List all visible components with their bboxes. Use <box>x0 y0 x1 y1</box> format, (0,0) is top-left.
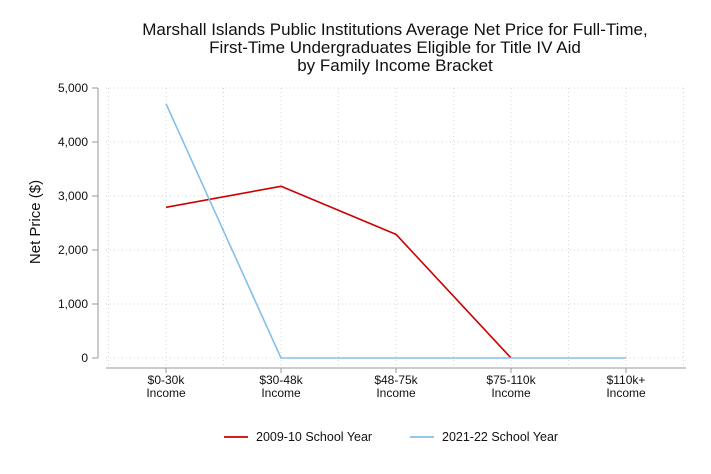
axes: 01,0002,0003,0004,0005,000$0-30kIncome$3… <box>58 81 686 400</box>
series-line <box>165 185 512 359</box>
x-tick-label: Income <box>491 386 531 400</box>
x-tick-label: $30-48k <box>259 373 303 387</box>
gridlines <box>106 87 686 366</box>
x-tick-label: $110k+ <box>607 373 646 387</box>
x-tick-label: Income <box>261 386 301 400</box>
y-tick-label: 5,000 <box>58 81 88 95</box>
x-tick-label: Income <box>376 386 416 400</box>
series-line <box>165 103 626 359</box>
chart-title-line-1: Marshall Islands Public Institutions Ave… <box>142 20 647 39</box>
x-tick-label: Income <box>146 386 186 400</box>
x-tick-label: $0-30k <box>148 373 186 387</box>
chart-title: Marshall Islands Public Institutions Ave… <box>142 20 647 75</box>
chart-title-line-2: First-Time Undergraduates Eligible for T… <box>209 38 581 57</box>
y-tick-label: 1,000 <box>58 297 88 311</box>
legend: 2009-10 School Year 2021-22 School Year <box>224 430 558 444</box>
y-tick-label: 4,000 <box>58 135 88 149</box>
y-tick-label: 0 <box>81 351 88 365</box>
y-tick-label: 3,000 <box>58 189 88 203</box>
plot-series <box>165 103 626 359</box>
chart-title-line-3: by Family Income Bracket <box>297 56 493 75</box>
y-tick-label: 2,000 <box>58 243 88 257</box>
x-tick-label: $48-75k <box>374 373 418 387</box>
x-tick-label: Income <box>606 386 646 400</box>
legend-label: 2021-22 School Year <box>442 430 558 444</box>
y-axis-label: Net Price ($) <box>27 180 44 264</box>
x-tick-label: $75-110k <box>486 373 536 387</box>
legend-label: 2009-10 School Year <box>256 430 372 444</box>
